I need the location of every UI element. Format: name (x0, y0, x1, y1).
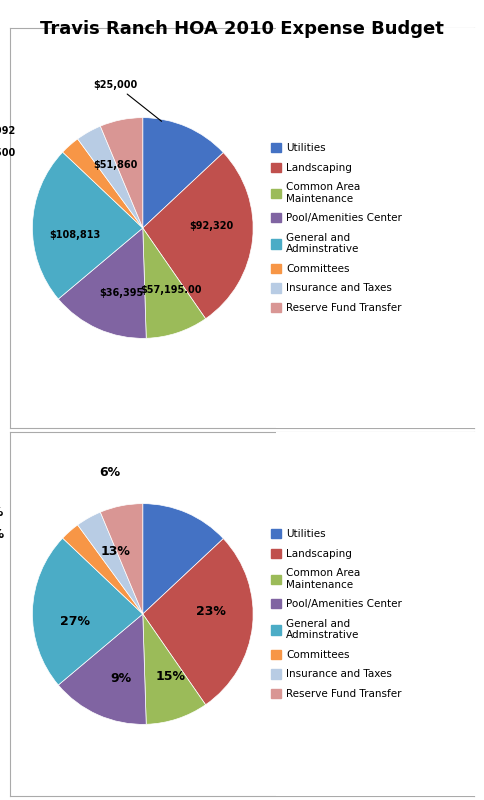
Text: 6%: 6% (99, 466, 120, 479)
Legend: Utilities, Landscaping, Common Area
Maintenance, Pool/Amenities Center, General : Utilities, Landscaping, Common Area Main… (271, 529, 402, 699)
Text: $51,860: $51,860 (93, 160, 138, 170)
Text: $14,992: $14,992 (0, 126, 16, 136)
Wedge shape (143, 118, 223, 228)
Wedge shape (62, 525, 143, 614)
Wedge shape (100, 118, 143, 228)
Wedge shape (58, 614, 146, 724)
Wedge shape (32, 152, 143, 299)
Text: $36,395: $36,395 (99, 288, 143, 298)
Text: $25,000: $25,000 (93, 79, 162, 122)
Legend: Utilities, Landscaping, Common Area
Maintenance, Pool/Amenities Center, General : Utilities, Landscaping, Common Area Main… (271, 143, 402, 313)
Wedge shape (77, 512, 143, 614)
Wedge shape (143, 614, 206, 724)
Text: 13%: 13% (101, 545, 131, 558)
Text: 9%: 9% (111, 673, 132, 686)
Wedge shape (143, 538, 253, 705)
Wedge shape (143, 228, 206, 338)
Text: 4%: 4% (0, 506, 4, 519)
Text: $57,195.00: $57,195.00 (140, 286, 201, 295)
Text: 3%: 3% (0, 528, 4, 541)
Text: 15%: 15% (156, 670, 186, 683)
Wedge shape (58, 228, 146, 338)
Wedge shape (143, 153, 253, 318)
Wedge shape (62, 139, 143, 228)
Text: $92,320: $92,320 (189, 221, 233, 231)
Text: 27%: 27% (60, 614, 90, 628)
Wedge shape (77, 126, 143, 228)
Wedge shape (100, 504, 143, 614)
Text: 23%: 23% (196, 606, 226, 618)
Text: Travis Ranch HOA 2010 Expense Budget: Travis Ranch HOA 2010 Expense Budget (40, 20, 444, 38)
Text: $11,500: $11,500 (0, 148, 16, 158)
Wedge shape (32, 538, 143, 685)
Wedge shape (143, 504, 223, 614)
Text: $108,813: $108,813 (49, 230, 100, 240)
